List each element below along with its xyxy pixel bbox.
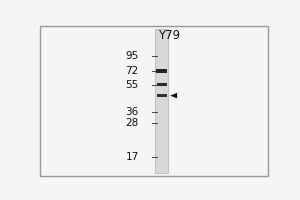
Text: 72: 72 bbox=[125, 66, 139, 76]
Bar bbox=[156, 69, 167, 73]
Bar bbox=[157, 94, 167, 97]
Text: 36: 36 bbox=[125, 107, 139, 117]
Text: Y79: Y79 bbox=[158, 29, 180, 42]
Bar bbox=[157, 83, 167, 86]
Text: 28: 28 bbox=[125, 118, 139, 128]
Polygon shape bbox=[170, 93, 177, 98]
Text: 55: 55 bbox=[125, 80, 139, 90]
Bar bbox=[155, 29, 168, 173]
Text: 95: 95 bbox=[125, 51, 139, 61]
Text: 17: 17 bbox=[125, 152, 139, 162]
